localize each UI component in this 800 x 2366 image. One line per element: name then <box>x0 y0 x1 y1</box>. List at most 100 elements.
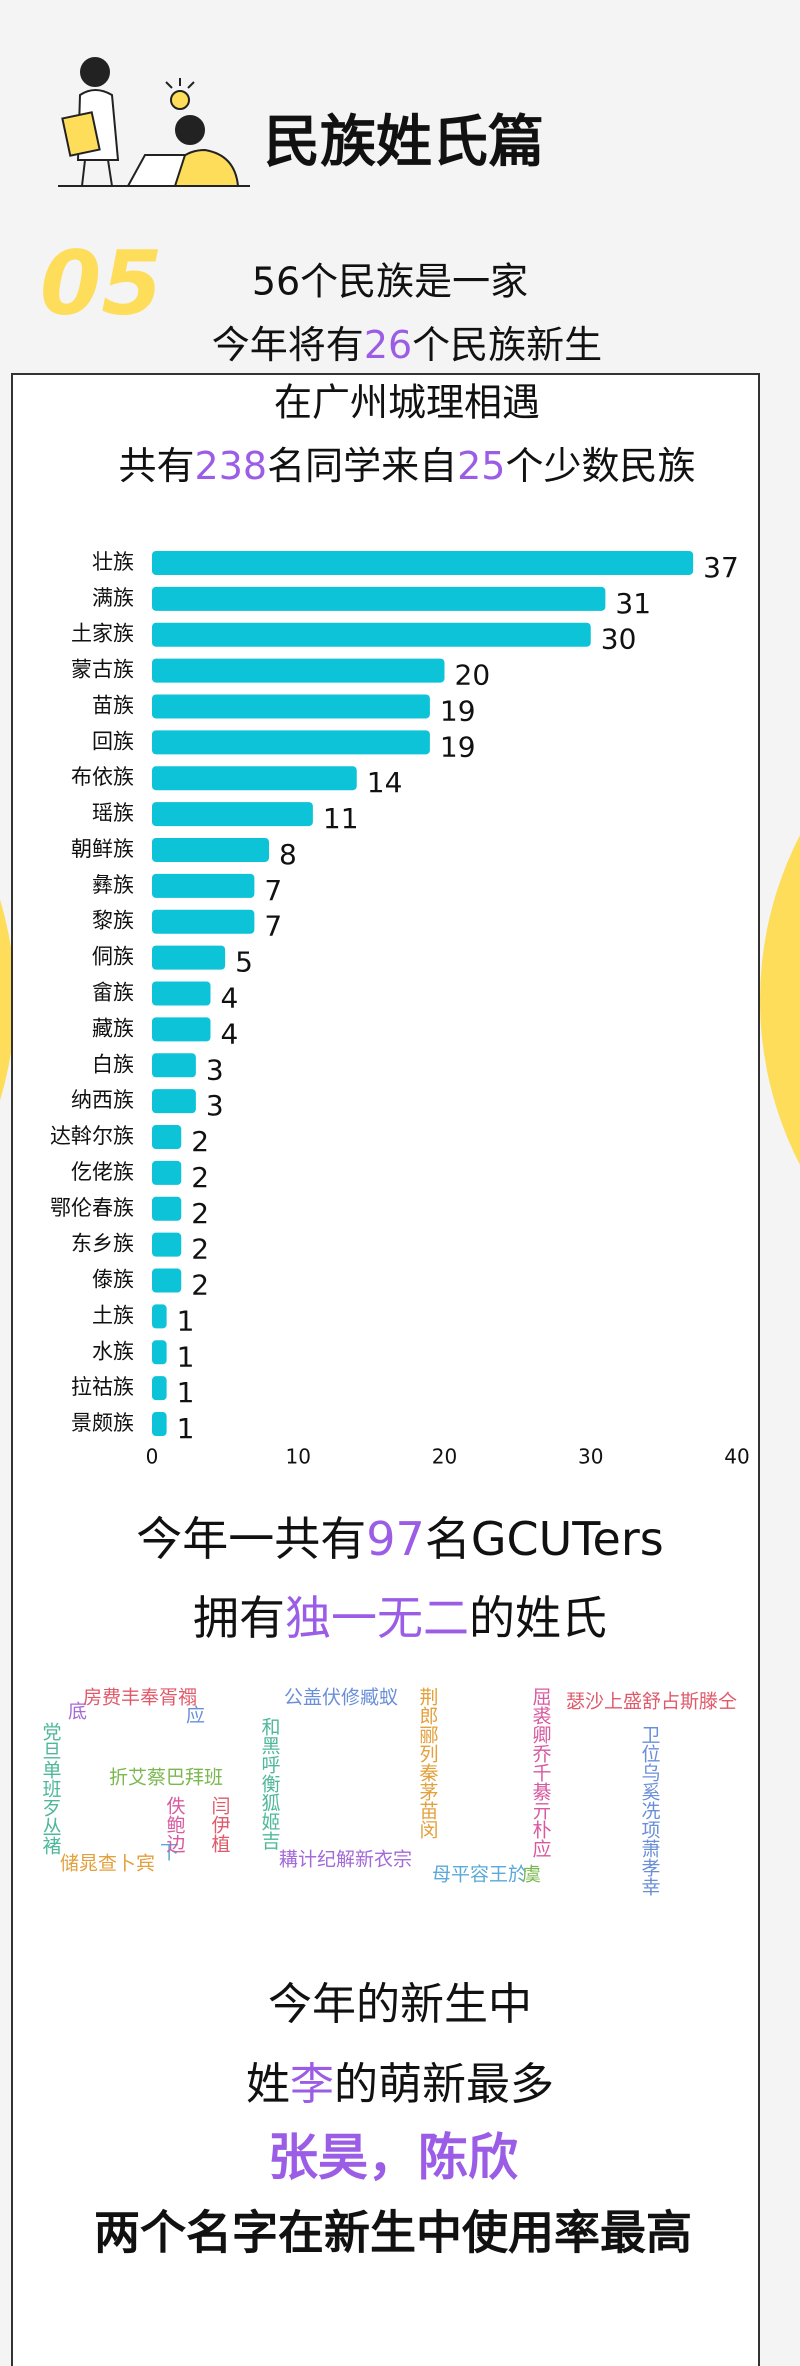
text-part: 名GCUTers <box>425 1512 664 1566</box>
bar <box>152 802 313 827</box>
section-number: 05 <box>40 232 162 335</box>
surname-word: 底 <box>68 1701 87 1723</box>
category-label: 彝族 <box>92 873 134 897</box>
bar <box>152 909 255 934</box>
surname-word: 储晁查卜宾 <box>60 1853 155 1875</box>
bar <box>152 1340 167 1365</box>
category-label: 满族 <box>92 586 134 610</box>
value-label: 2 <box>191 1125 209 1158</box>
x-tick-label: 40 <box>724 1445 749 1469</box>
surname-word: 耩计纪解新衣宗 <box>279 1849 412 1871</box>
intro-line: 共有238名同学来自25个少数民族 <box>119 444 696 488</box>
value-label: 20 <box>455 659 491 692</box>
bar <box>152 1376 167 1401</box>
text-part: 今年将有 <box>212 323 364 367</box>
value-label: 2 <box>191 1269 209 1302</box>
bar <box>152 550 694 575</box>
surname-word: 母平容王於 <box>432 1864 527 1886</box>
x-tick-label: 30 <box>578 1445 603 1469</box>
surname-line: 拥有独一无二的姓氏 <box>193 1591 607 1645</box>
category-label: 土家族 <box>71 622 134 646</box>
text-part: 的萌新最多 <box>334 2059 554 2110</box>
x-tick-label: 20 <box>432 1445 457 1469</box>
highlight: 李 <box>290 2059 334 2110</box>
text-part: 个民族新生 <box>412 323 602 367</box>
highlight: 97 <box>366 1512 425 1566</box>
value-label: 14 <box>367 766 403 799</box>
bar <box>152 586 606 611</box>
bar <box>152 1160 182 1185</box>
value-label: 2 <box>191 1161 209 1194</box>
text-part: 姓 <box>246 2059 290 2110</box>
value-label: 31 <box>615 587 651 620</box>
value-label: 7 <box>264 910 282 943</box>
category-label: 景颇族 <box>71 1411 134 1435</box>
surname-word: 虞 <box>522 1864 541 1886</box>
names-line: 姓李的萌新最多 <box>246 2059 554 2110</box>
surname-word: 公盖伏修臧蚁 <box>284 1687 398 1709</box>
category-label: 纳西族 <box>71 1088 134 1112</box>
bar <box>152 945 226 970</box>
bar <box>152 1304 167 1329</box>
x-tick-label: 10 <box>286 1445 311 1469</box>
highlight: 238 <box>195 444 268 488</box>
bar <box>152 837 269 862</box>
highlight: 独一无二 <box>285 1591 469 1645</box>
text-part: 名同学来自 <box>267 444 457 488</box>
surname-word: 折艾蔡巴拜班 <box>109 1767 223 1789</box>
bar <box>152 1017 211 1042</box>
highlight: 25 <box>457 444 505 488</box>
bar <box>152 622 591 647</box>
value-label: 19 <box>440 694 476 727</box>
bar <box>152 1268 182 1293</box>
category-label: 东乡族 <box>71 1232 134 1256</box>
text-part: 今年一共有 <box>136 1512 366 1566</box>
bar <box>152 1232 182 1257</box>
category-label: 拉祜族 <box>71 1375 134 1399</box>
category-label: 朝鲜族 <box>71 837 134 861</box>
value-label: 3 <box>206 1053 224 1086</box>
bar <box>152 1196 182 1221</box>
value-label: 3 <box>206 1089 224 1122</box>
value-label: 4 <box>221 1017 239 1050</box>
category-label: 水族 <box>92 1339 134 1363</box>
surname-word: 和黑呼衡狐姬吉 <box>259 1717 281 1850</box>
illustration <box>58 57 250 187</box>
value-label: 1 <box>177 1304 195 1337</box>
surname-word: 卫位乌奚冼项萧孝幸 <box>639 1725 661 1896</box>
bar <box>152 658 445 683</box>
category-label: 鄂伦春族 <box>50 1196 134 1220</box>
value-label: 1 <box>177 1340 195 1373</box>
category-label: 白族 <box>92 1052 134 1076</box>
page-title: 民族姓氏篇 <box>264 110 544 175</box>
text-part: 拥有 <box>193 1591 285 1645</box>
x-tick-label: 0 <box>146 1445 159 1469</box>
value-label: 7 <box>264 874 282 907</box>
text-part: 的姓氏 <box>469 1591 607 1645</box>
surname-word: 瑟沙上盛舒占斯滕仝 <box>566 1691 737 1713</box>
decor-circle <box>760 835 800 1165</box>
category-label: 藏族 <box>92 1016 134 1040</box>
category-label: 回族 <box>92 729 134 753</box>
value-label: 1 <box>177 1412 195 1445</box>
intro-line: 今年将有26个民族新生 <box>212 323 602 367</box>
bar <box>152 1089 196 1114</box>
category-label: 蒙古族 <box>71 658 134 682</box>
bar <box>152 981 211 1006</box>
value-label: 5 <box>235 946 253 979</box>
category-label: 壮族 <box>92 550 134 574</box>
category-label: 傣族 <box>92 1268 134 1292</box>
bar <box>152 1125 182 1150</box>
bar <box>152 694 430 719</box>
bar <box>152 1412 167 1437</box>
bar <box>152 873 255 898</box>
surname-word: 佚鲍边 <box>164 1796 186 1853</box>
surname-word: 闫伊植 <box>209 1796 231 1853</box>
category-label: 侗族 <box>92 945 134 969</box>
category-label: 畲族 <box>92 981 134 1005</box>
names-line: 今年的新生中 <box>268 1979 532 2030</box>
intro-line: 在广州城理相遇 <box>274 381 540 425</box>
